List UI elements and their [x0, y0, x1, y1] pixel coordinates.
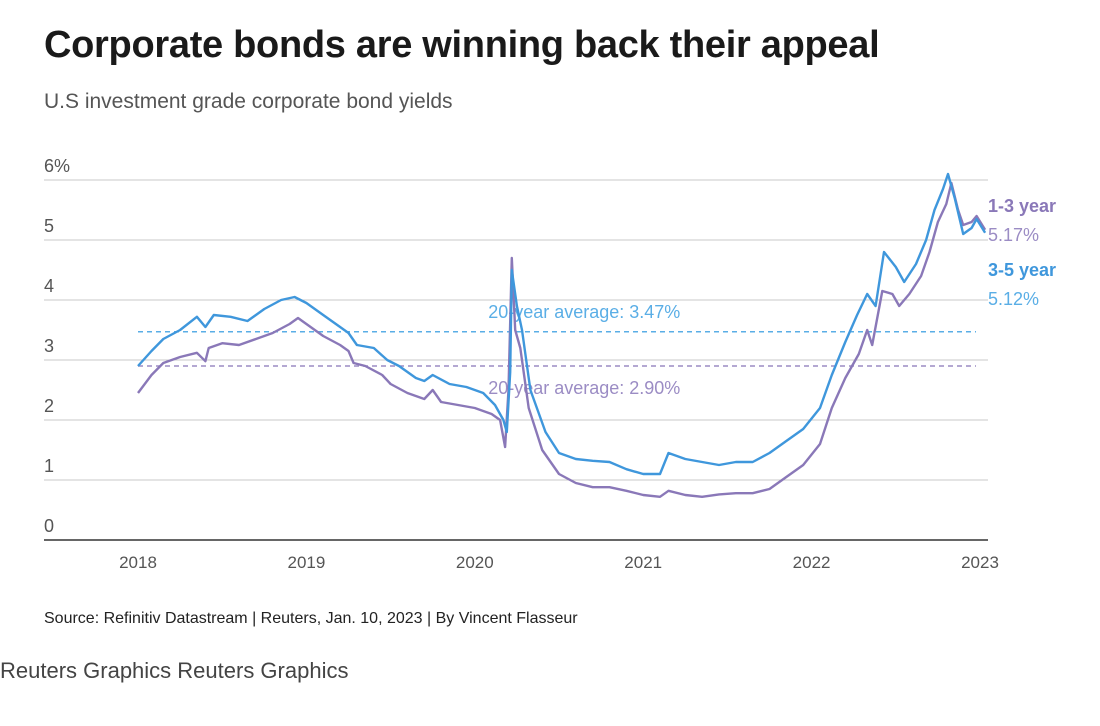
x-tick-label: 2018 — [119, 553, 157, 572]
chart-subtitle: U.S investment grade corporate bond yiel… — [44, 90, 453, 113]
series-value-label: 5.17% — [988, 225, 1039, 245]
x-tick-label: 2020 — [456, 553, 494, 572]
reference-line-label: 20-year average: 3.47% — [488, 302, 680, 322]
y-tick-label: 4 — [44, 276, 54, 296]
y-tick-label: 3 — [44, 336, 54, 356]
y-tick-label: 2 — [44, 396, 54, 416]
x-tick-label: 2022 — [793, 553, 831, 572]
reference-lines-layer: 20-year average: 3.47% 20-year average: 2… — [138, 302, 976, 398]
grid-layer: 0 1 2 3 4 5 6% — [44, 156, 988, 536]
x-tick-label: 2021 — [624, 553, 662, 572]
chart-title: Corporate bonds are winning back their a… — [44, 24, 880, 66]
series-name-label: 1-3 year — [988, 196, 1056, 216]
y-tick-label: 0 — [44, 516, 54, 536]
y-tick-label: 6% — [44, 156, 70, 176]
y-tick-label: 5 — [44, 216, 54, 236]
series-layer — [137, 172, 987, 498]
y-tick-label: 1 — [44, 456, 54, 476]
series-labels: 1-3 year 5.17% 3-5 year 5.12% — [988, 196, 1056, 309]
series-name-label: 3-5 year — [988, 260, 1056, 280]
series-line — [137, 181, 987, 498]
x-axis: 2018 2019 2020 2021 2022 2023 — [44, 539, 999, 572]
series-value-label: 5.12% — [988, 289, 1039, 309]
reference-line-label: 20-year average: 2.90% — [488, 378, 680, 398]
footer-credit: Reuters Graphics Reuters Graphics — [0, 658, 349, 683]
series-line — [137, 172, 987, 476]
source-note: Source: Refinitiv Datastream | Reuters, … — [44, 610, 578, 627]
x-tick-label: 2019 — [287, 553, 325, 572]
x-tick-label: 2023 — [961, 553, 999, 572]
